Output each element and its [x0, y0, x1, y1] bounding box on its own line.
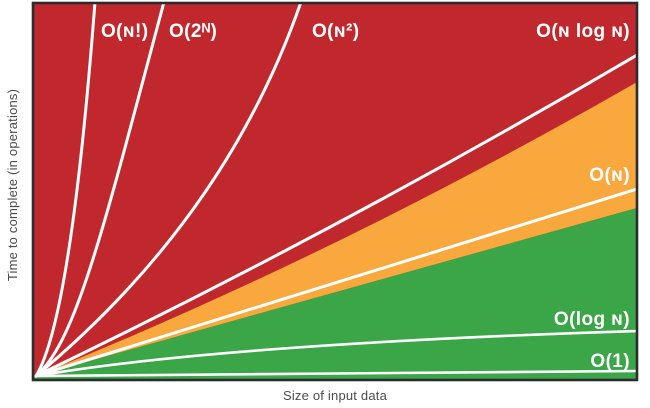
- region-orange: [36, 82, 637, 376]
- curve-label-o-1: O(1): [590, 351, 630, 372]
- curve-o-n: [34, 187, 637, 378]
- y-axis-label: Time to complete (in operations): [5, 89, 20, 281]
- curve-label-o-n-squared: O(ɴ²): [312, 21, 359, 42]
- curve-label-o-2-pow-n: O(2ᴺ): [169, 21, 217, 42]
- curve-o-1: [34, 369, 637, 378]
- region-group: [33, 3, 637, 380]
- curve-label-o-n-log-n: O(ɴ log ɴ): [536, 21, 630, 42]
- curve-label-o-n-factorial: O(ɴ!): [101, 21, 148, 42]
- curve-o-n-factorial: [34, 3, 97, 378]
- curve-o-log-n: [34, 329, 637, 378]
- curve-label-o-n: O(ɴ): [589, 165, 630, 186]
- curve-o-n-squared: [34, 3, 303, 378]
- curve-label-o-log-n: O(log ɴ): [554, 309, 630, 330]
- x-axis-label: Size of input data: [283, 388, 388, 403]
- curve-o-2-pow-n: [34, 3, 166, 378]
- curve-o-n-log-n: [34, 53, 637, 378]
- plot-border: [31, 1, 639, 382]
